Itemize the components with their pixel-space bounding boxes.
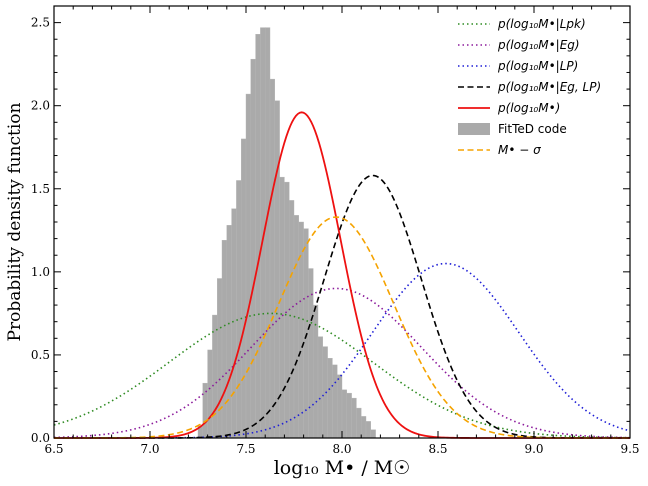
x-tick-label: 7.5 (236, 442, 255, 456)
histogram-bar (231, 208, 237, 439)
histogram-bar (365, 421, 372, 439)
legend-label: p(log₁₀M•|Eg) (497, 38, 580, 52)
axis-ticks: 6.5 7.0 7.5 8.0 8.5 9.0 9.5 0.0 0.5 1.0 1.5 2.0 2.5 (31, 5, 640, 456)
histogram-bar (308, 268, 314, 439)
x-axis-title: log₁₀ M• / M☉ (274, 457, 411, 479)
legend-entry: p(log₁₀M•) (458, 101, 560, 115)
histogram-bar (356, 407, 362, 439)
histogram-bar (337, 374, 343, 439)
histogram-bar (245, 93, 252, 439)
histogram-bar (370, 429, 376, 439)
histogram-bar (240, 138, 247, 439)
histogram-bar (212, 314, 218, 439)
legend-entry: p(log₁₀M•|Lpk) (458, 17, 586, 31)
legend-swatch (458, 123, 490, 135)
histogram-bar (279, 176, 285, 439)
histogram-bar (255, 34, 261, 439)
x-tick-label: 7.0 (140, 442, 159, 456)
legend: p(log₁₀M•|Lpk) p(log₁₀M•|Eg) p(log₁₀M•|LP)… (458, 17, 601, 157)
histogram-bar (332, 364, 338, 439)
legend-label: p(log₁₀M•|LP) (497, 59, 578, 73)
histogram-bar (216, 278, 223, 439)
histogram-bar (293, 215, 300, 439)
x-tick-label: 8.5 (428, 442, 447, 456)
legend-entry: p(log₁₀M•|Eg, LP) (458, 80, 601, 94)
y-tick-label: 0.0 (31, 431, 50, 445)
histogram-bar (269, 78, 276, 439)
histogram-bar (351, 397, 357, 439)
series-line (54, 262, 631, 439)
x-tick-label: 9.0 (524, 442, 543, 456)
legend-entry: FitTeD code (458, 122, 567, 136)
series-line (53, 287, 631, 439)
legend-label: M• − σ (498, 143, 541, 157)
y-tick-label: 1.5 (31, 182, 50, 196)
histogram-bar (226, 225, 232, 439)
x-tick-label: 8.0 (332, 442, 351, 456)
histogram-bar (327, 358, 333, 439)
legend-label: p(log₁₀M•|Eg, LP) (497, 80, 601, 94)
legend-entry: p(log₁₀M•|LP) (458, 59, 578, 73)
histogram-bar (298, 221, 304, 439)
legend-label: FitTeD code (498, 122, 567, 136)
plot-background (54, 6, 630, 438)
y-tick-label: 0.5 (31, 348, 50, 362)
x-tick-label: 9.5 (620, 442, 639, 456)
legend-label: p(log₁₀M•) (497, 101, 560, 115)
y-tick-label: 2.5 (31, 16, 50, 30)
histogram-bar (207, 349, 213, 439)
histogram-bar (341, 389, 348, 439)
histogram-bar (289, 200, 295, 439)
histogram-bar (346, 392, 352, 439)
x-tick-label: 6.5 (44, 442, 63, 456)
y-axis-title: Probability density function (5, 102, 25, 341)
histogram-bar (265, 27, 271, 439)
histogram-bar (317, 336, 324, 439)
histogram-bar (236, 180, 242, 439)
legend-label: p(log₁₀M•|Lpk) (497, 17, 586, 31)
legend-entry: M• − σ (458, 143, 541, 157)
y-tick-label: 2.0 (31, 99, 50, 113)
histogram-bar (250, 58, 256, 439)
legend-entry: p(log₁₀M•|Eg) (458, 38, 580, 52)
y-tick-label: 1.0 (31, 265, 50, 279)
histogram-bar (361, 416, 367, 439)
histogram-bar (284, 181, 290, 439)
histogram-bar (221, 240, 228, 439)
histogram-bar (274, 100, 280, 439)
